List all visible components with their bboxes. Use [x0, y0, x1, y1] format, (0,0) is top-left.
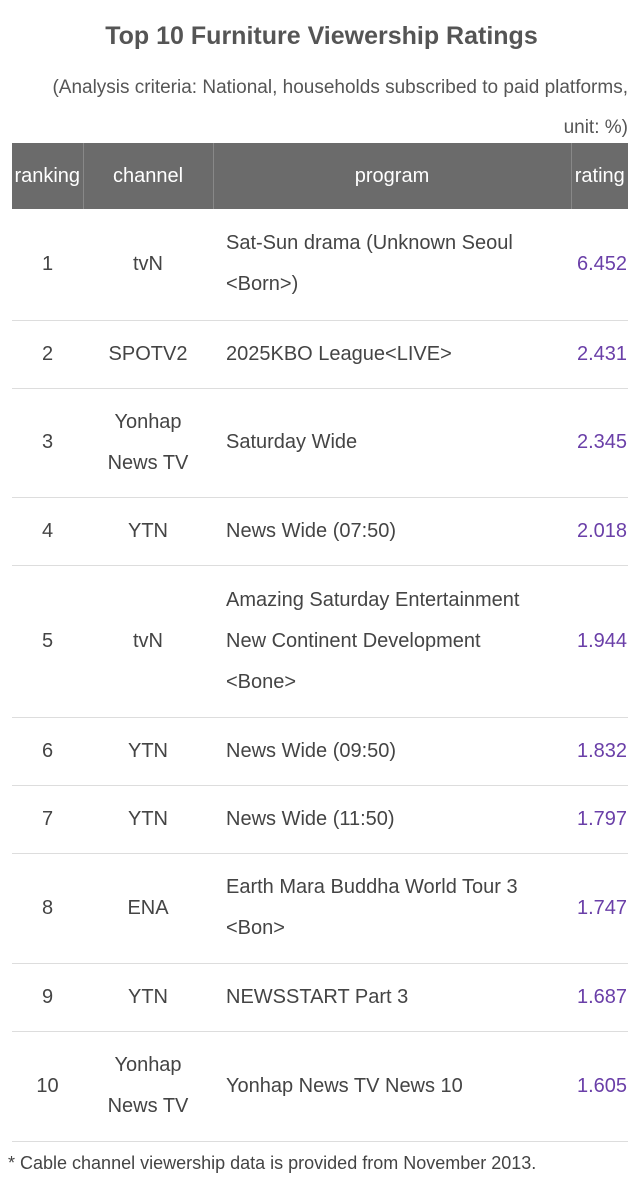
channel-cell: tvN	[83, 565, 213, 718]
table-row: 5 tvN Amazing Saturday Entertainment New C…	[12, 565, 628, 718]
program-cell: Sat-Sun drama (Unknown Seoul <Born>)	[213, 209, 571, 321]
rating-cell: 1.944	[571, 565, 628, 718]
rating-cell: 1.832	[571, 717, 628, 786]
rating-cell: 1.605	[571, 1031, 628, 1142]
table-row: 6 YTN News Wide (09:50) 1.832	[12, 717, 628, 786]
program-cell: Earth Mara Buddha World Tour 3 <Bon>	[213, 853, 571, 964]
rank-cell: 7	[12, 785, 83, 854]
rating-cell: 2.345	[571, 388, 628, 498]
table-row: 7 YTN News Wide (11:50) 1.797	[12, 785, 628, 854]
title: Top 10 Furniture Viewership Ratings	[105, 22, 538, 50]
footnote: * Cable channel viewership data is provi…	[8, 1153, 537, 1173]
header-row: ranking channel program rating	[12, 143, 628, 209]
program-cell: News Wide (07:50)	[213, 497, 571, 566]
channel-cell: YTN	[83, 497, 213, 566]
channel-cell: Yonhap News TV	[83, 388, 213, 498]
rank-cell: 2	[12, 320, 83, 389]
rating-cell: 2.018	[571, 497, 628, 566]
table-row: 1 tvN Sat-Sun drama (Unknown Seoul <Born>)…	[12, 209, 628, 321]
program-cell: News Wide (09:50)	[213, 717, 571, 786]
table-row: 4 YTN News Wide (07:50) 2.018	[12, 497, 628, 566]
channel-cell: SPOTV2	[83, 320, 213, 389]
table-row: 2 SPOTV2 2025KBO League<LIVE> 2.431	[12, 320, 628, 389]
rank-cell: 4	[12, 497, 83, 566]
table-row: 9 YTN NEWSSTART Part 3 1.687	[12, 963, 628, 1032]
program-cell: Yonhap News TV News 10	[213, 1031, 571, 1142]
channel-cell: YTN	[83, 963, 213, 1032]
channel-cell: ENA	[83, 853, 213, 964]
channel-cell: tvN	[83, 209, 213, 321]
column-header: rating	[570, 143, 628, 209]
table-row: 3 Yonhap News TV Saturday Wide 2.345	[12, 388, 628, 498]
rank-cell: 3	[12, 388, 83, 498]
channel-cell: YTN	[83, 785, 213, 854]
column-header: channel	[82, 143, 213, 209]
rating-cell: 1.747	[571, 853, 628, 964]
program-cell: Amazing Saturday Entertainment New Conti…	[213, 565, 571, 718]
rating-cell: 1.797	[571, 785, 628, 854]
rating-cell: 6.452	[571, 209, 628, 321]
rank-cell: 10	[12, 1031, 83, 1142]
rank-cell: 9	[12, 963, 83, 1032]
subtitle: (Analysis criteria: National, households…	[52, 77, 628, 138]
channel-cell: Yonhap News TV	[83, 1031, 213, 1142]
table-row: 8 ENA Earth Mara Buddha World Tour 3 <Bon>…	[12, 853, 628, 964]
rank-cell: 1	[12, 209, 83, 321]
rank-cell: 5	[12, 565, 83, 718]
program-cell: 2025KBO League<LIVE>	[213, 320, 571, 389]
rating-cell: 1.687	[571, 963, 628, 1032]
program-cell: NEWSSTART Part 3	[213, 963, 571, 1032]
rank-cell: 8	[12, 853, 83, 964]
program-cell: News Wide (11:50)	[213, 785, 571, 854]
column-header: program	[212, 143, 571, 209]
channel-cell: YTN	[83, 717, 213, 786]
rank-cell: 6	[12, 717, 83, 786]
program-cell: Saturday Wide	[213, 388, 571, 498]
ratings-table: ranking channel program rating 1 tvN Sat-Sun …	[12, 143, 628, 1142]
table-row: 10 Yonhap News TV Yonhap News TV News 10 1.…	[12, 1031, 628, 1142]
column-header: ranking	[12, 143, 83, 209]
rating-cell: 2.431	[571, 320, 628, 389]
